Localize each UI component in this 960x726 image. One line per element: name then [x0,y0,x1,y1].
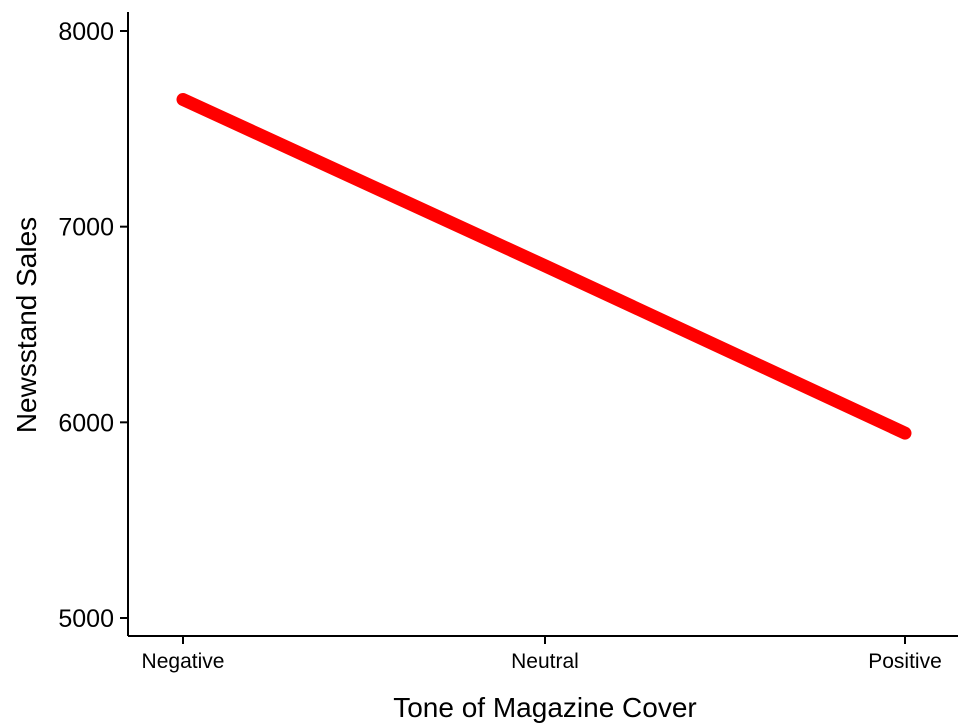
x-tick-label: Positive [868,650,942,673]
x-tick-label: Negative [142,650,225,673]
series-layer [176,92,912,440]
x-tick-label: Neutral [511,650,579,673]
y-tick-label: 6000 [58,409,114,437]
y-tick-label: 7000 [58,214,114,242]
y-tick-label: 5000 [58,605,114,633]
series-line [176,92,912,440]
labels: Tone of Magazine Cover Newsstand Sales [11,217,697,723]
y-axis-title: Newsstand Sales [11,217,42,433]
axes: 5000 6000 7000 8000 Negative Neutral Positive [58,12,958,673]
y-tick-label: 8000 [58,18,114,46]
x-axis-title: Tone of Magazine Cover [393,692,697,723]
